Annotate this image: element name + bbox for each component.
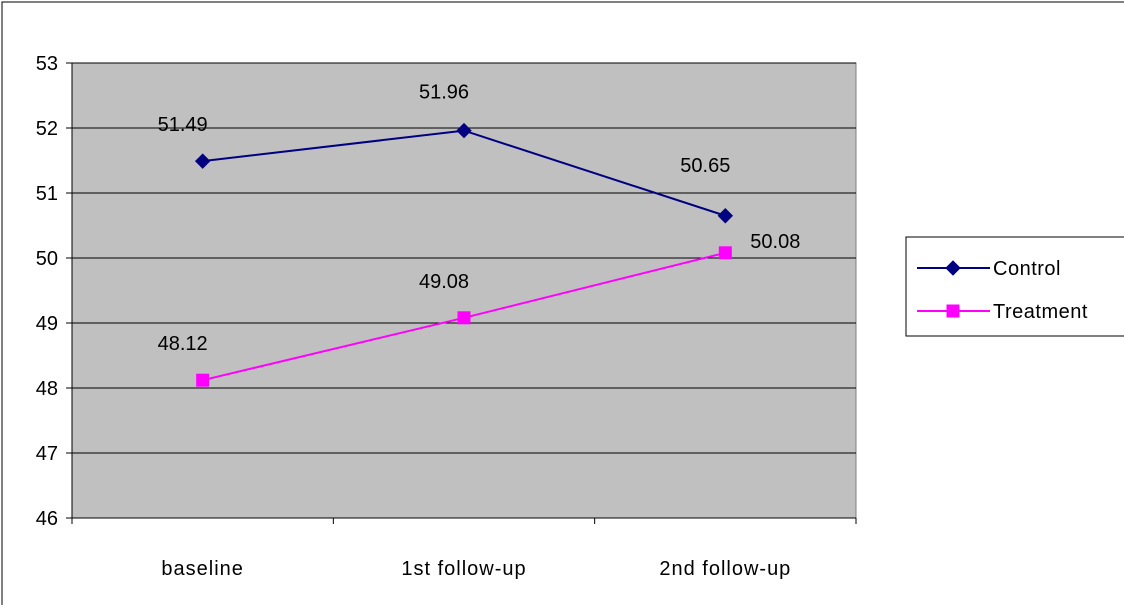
y-tick-label: 50: [36, 248, 58, 270]
axes: [71, 63, 856, 519]
series-control: [194, 122, 734, 224]
data-label: 50.08: [750, 231, 800, 253]
x-tick-label: 2nd follow-up: [659, 558, 791, 580]
y-axis-ticks: 46 47 48 49 50 51 52 53: [36, 53, 72, 530]
data-label: 51.49: [158, 114, 208, 136]
y-tick-label: 48: [36, 378, 58, 400]
data-point: [456, 122, 472, 139]
data-label: 51.96: [419, 82, 469, 104]
data-point: [196, 373, 210, 387]
data-label: 48.12: [158, 333, 208, 355]
data-label: 49.08: [419, 271, 469, 293]
legend: Control Treatment: [905, 236, 1124, 337]
legend-item-control: Control: [917, 258, 1061, 280]
series-treatment: [196, 246, 732, 387]
data-labels: 51.49 51.96 50.65 48.12 49.08 50.08: [158, 82, 801, 356]
x-tick-label: 1st follow-up: [401, 558, 526, 580]
series-layer: [194, 122, 734, 387]
legend-marker: [945, 260, 961, 276]
legend-label: Treatment: [993, 301, 1088, 323]
legend-box: [905, 236, 1124, 337]
legend-item-treatment: Treatment: [917, 301, 1088, 323]
y-tick-label: 52: [36, 118, 58, 140]
legend-label: Control: [993, 258, 1061, 280]
x-axis-ticks: baseline 1st follow-up 2nd follow-up: [71, 518, 857, 580]
y-tick-label: 46: [36, 508, 58, 530]
x-tick-label: baseline: [161, 558, 244, 580]
data-label: 50.65: [680, 155, 730, 177]
y-tick-label: 49: [36, 313, 58, 335]
data-point: [457, 311, 471, 325]
y-tick-label: 47: [36, 443, 58, 465]
y-tick-label: 51: [36, 183, 58, 205]
legend-marker: [946, 304, 960, 318]
plot-area: [71, 62, 857, 519]
data-point: [194, 153, 211, 169]
data-point: [717, 208, 734, 224]
data-point: [718, 246, 732, 260]
y-tick-label: 53: [36, 53, 58, 75]
